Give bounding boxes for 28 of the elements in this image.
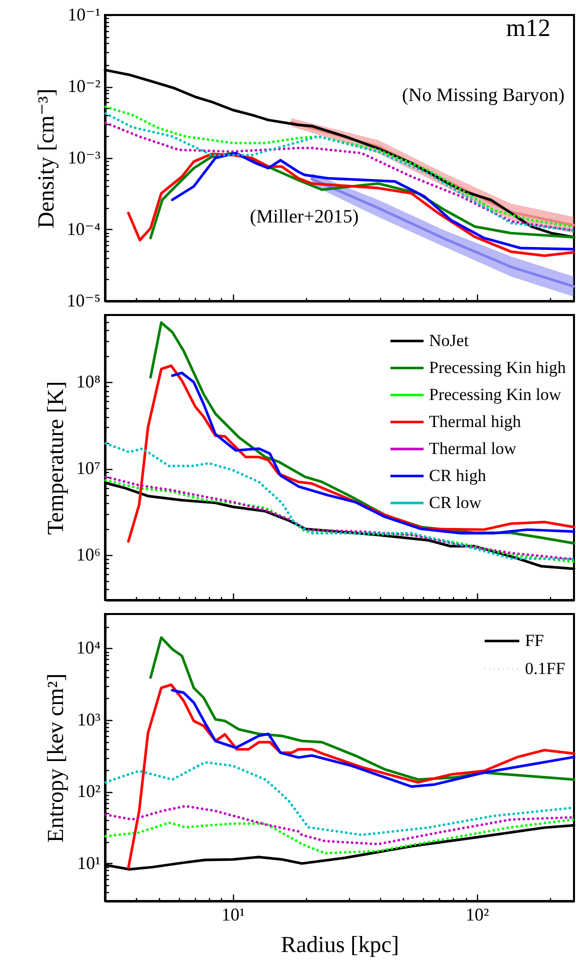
y-tick-label: 10² bbox=[77, 781, 100, 802]
annotation: FF bbox=[525, 631, 544, 650]
y-tick-label: 10¹ bbox=[77, 852, 100, 873]
annotation: 0.1FF bbox=[525, 659, 566, 678]
legend-label: CR high bbox=[429, 466, 487, 485]
x-axis-title: Radius [kpc] bbox=[280, 932, 400, 957]
y-tick-label: 10⁻² bbox=[68, 76, 100, 96]
annotation: (Miller+2015) bbox=[250, 206, 359, 228]
y-tick-label: 10³ bbox=[77, 709, 102, 730]
y-tick-label: 10⁷ bbox=[76, 458, 100, 478]
legend-label: Precessing Kin low bbox=[429, 385, 562, 404]
y-tick-label: 10⁴ bbox=[76, 638, 100, 658]
y-tick-label: 10⁻⁴ bbox=[66, 219, 100, 239]
legend-label: Precessing Kin high bbox=[429, 358, 566, 377]
y-tick-label: 10⁻⁵ bbox=[66, 290, 100, 310]
y-tick-label: 10⁸ bbox=[76, 372, 100, 392]
legend-label: NoJet bbox=[429, 331, 469, 350]
y-axis-title: Entropy [kev cm²] bbox=[43, 673, 68, 843]
legend-label: Thermal low bbox=[429, 439, 518, 458]
legend-label: CR low bbox=[429, 493, 482, 512]
y-axis-title: Density [cm⁻³] bbox=[34, 88, 59, 228]
legend-label: Thermal high bbox=[429, 412, 522, 431]
y-axis-title: Temperature [K] bbox=[43, 381, 68, 535]
y-tick-label: 10⁻¹ bbox=[68, 4, 100, 24]
annotation: m12 bbox=[506, 14, 551, 42]
annotation: (No Missing Baryon) bbox=[402, 85, 565, 106]
y-tick-label: 10⁻³ bbox=[68, 148, 102, 168]
y-tick-label: 10⁶ bbox=[76, 544, 100, 564]
